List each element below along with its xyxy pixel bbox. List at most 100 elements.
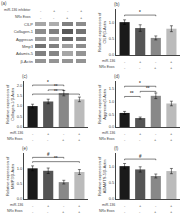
svg-text:miR-136: miR-136 [102,59,115,63]
svg-text:-: - [155,131,157,136]
svg-text:*: * [47,80,49,85]
svg-text:+: + [154,209,157,214]
svg-text:(b): (b) [114,2,120,7]
svg-text:0.5: 0.5 [17,114,23,119]
svg-text:1.5: 1.5 [109,86,115,91]
svg-text:-: - [139,137,141,142]
svg-text:Relative expression ofCILP/β-A: Relative expression ofCILP/β-Actin [97,12,107,52]
svg-text:-: - [139,65,141,70]
svg-text:+: + [62,137,65,142]
svg-text:+: + [80,15,83,20]
svg-text:NRx Exos: NRx Exos [15,15,31,19]
svg-text:0.5: 0.5 [109,36,115,41]
svg-text:-: - [53,15,55,20]
svg-text:+: + [47,131,50,136]
svg-text:2.0: 2.0 [17,83,23,88]
svg-text:#: # [139,154,142,159]
svg-text:+: + [154,65,157,70]
svg-text:(d): (d) [114,74,120,79]
svg-text:**: ** [54,89,58,94]
svg-text:1.0: 1.0 [109,20,115,25]
svg-text:+: + [53,8,56,13]
svg-text:-: - [63,203,65,208]
svg-text:miR-136: miR-136 [102,203,115,207]
svg-text:-: - [155,203,157,208]
svg-text:-: - [124,203,126,208]
svg-text:Aggrecan: Aggrecan [16,37,33,42]
svg-text:+: + [170,65,173,70]
svg-text:-: - [124,59,126,64]
svg-text:miR-136: miR-136 [10,131,23,135]
svg-text:+: + [139,131,142,136]
svg-text:β-Actin: β-Actin [20,59,33,64]
svg-text:-: - [32,203,34,208]
svg-text:0.0: 0.0 [109,196,115,201]
svg-text:+: + [170,59,173,64]
svg-text:0.0: 0.0 [109,124,115,129]
svg-text:**: ** [54,84,58,89]
svg-text:-: - [40,8,42,13]
svg-text:+: + [66,15,69,20]
svg-text:-: - [47,209,49,214]
svg-text:**: ** [130,91,134,96]
svg-text:**: ** [54,156,58,161]
svg-text:(e): (e) [22,146,28,151]
svg-text:NRx Exos: NRx Exos [99,65,115,69]
svg-text:0.5: 0.5 [109,180,115,185]
svg-text:*: * [139,10,141,15]
svg-text:+: + [170,209,173,214]
svg-text:-: - [32,209,34,214]
svg-text:**: ** [146,86,150,91]
svg-text:-: - [40,15,42,20]
svg-text:-: - [124,65,126,70]
svg-text:NRx Exos: NRx Exos [7,209,23,213]
svg-text:-: - [47,137,49,142]
svg-text:Adamts-5: Adamts-5 [16,51,34,56]
svg-text:-: - [32,131,34,136]
svg-text:(a): (a) [1,1,7,6]
svg-text:-: - [124,137,126,142]
svg-text:-: - [124,209,126,214]
svg-text:Relative expression ofADAMTS-5: Relative expression ofADAMTS-5/β-Actin [97,156,107,196]
svg-text:+: + [78,203,81,208]
svg-text:+: + [62,209,65,214]
svg-text:+: + [78,209,81,214]
svg-text:+: + [139,59,142,64]
svg-text:+: + [80,8,83,13]
svg-text:*: * [139,81,141,86]
svg-text:Relative expression ofCollagen: Relative expression ofCollagen-1/β-Actin [5,84,15,124]
svg-text:Collagen-1: Collagen-1 [14,29,34,34]
svg-text:-: - [32,137,34,142]
svg-text:+: + [47,203,50,208]
svg-text:miR-136: miR-136 [10,203,23,207]
svg-text:NRx Exos: NRx Exos [99,137,115,141]
svg-text:1.0: 1.0 [17,103,23,108]
svg-text:0.5: 0.5 [109,112,115,117]
svg-text:+: + [170,131,173,136]
svg-text:Relative expression ofAggrecan: Relative expression ofAggrecan/β-Actin [97,84,107,124]
svg-text:+: + [170,137,173,142]
svg-text:Mmp3: Mmp3 [22,44,34,49]
svg-text:1.0: 1.0 [109,99,115,104]
svg-text:Relative expression ofMMP3/β-A: Relative expression ofMMP3/β-Actin [5,156,15,196]
svg-text:-: - [155,59,157,64]
svg-text:1.0: 1.0 [109,164,115,169]
svg-text:#: # [47,152,50,157]
svg-text:(c): (c) [22,74,28,79]
svg-text:miR-136: miR-136 [102,131,115,135]
svg-text:0.0: 0.0 [17,196,23,201]
svg-text:0.0: 0.0 [109,52,115,57]
svg-text:0.5: 0.5 [17,181,23,186]
svg-text:1.5: 1.5 [17,93,23,98]
svg-text:miR-136 inhibitor: miR-136 inhibitor [4,8,31,12]
svg-text:-: - [124,131,126,136]
svg-text:+: + [170,203,173,208]
svg-text:-: - [67,8,69,13]
svg-text:0.0: 0.0 [17,124,23,129]
svg-text:+: + [78,131,81,136]
svg-text:-: - [139,209,141,214]
svg-text:+: + [154,137,157,142]
svg-text:+: + [139,203,142,208]
svg-text:CILP: CILP [24,22,33,27]
svg-text:NRx Exos: NRx Exos [7,137,23,141]
